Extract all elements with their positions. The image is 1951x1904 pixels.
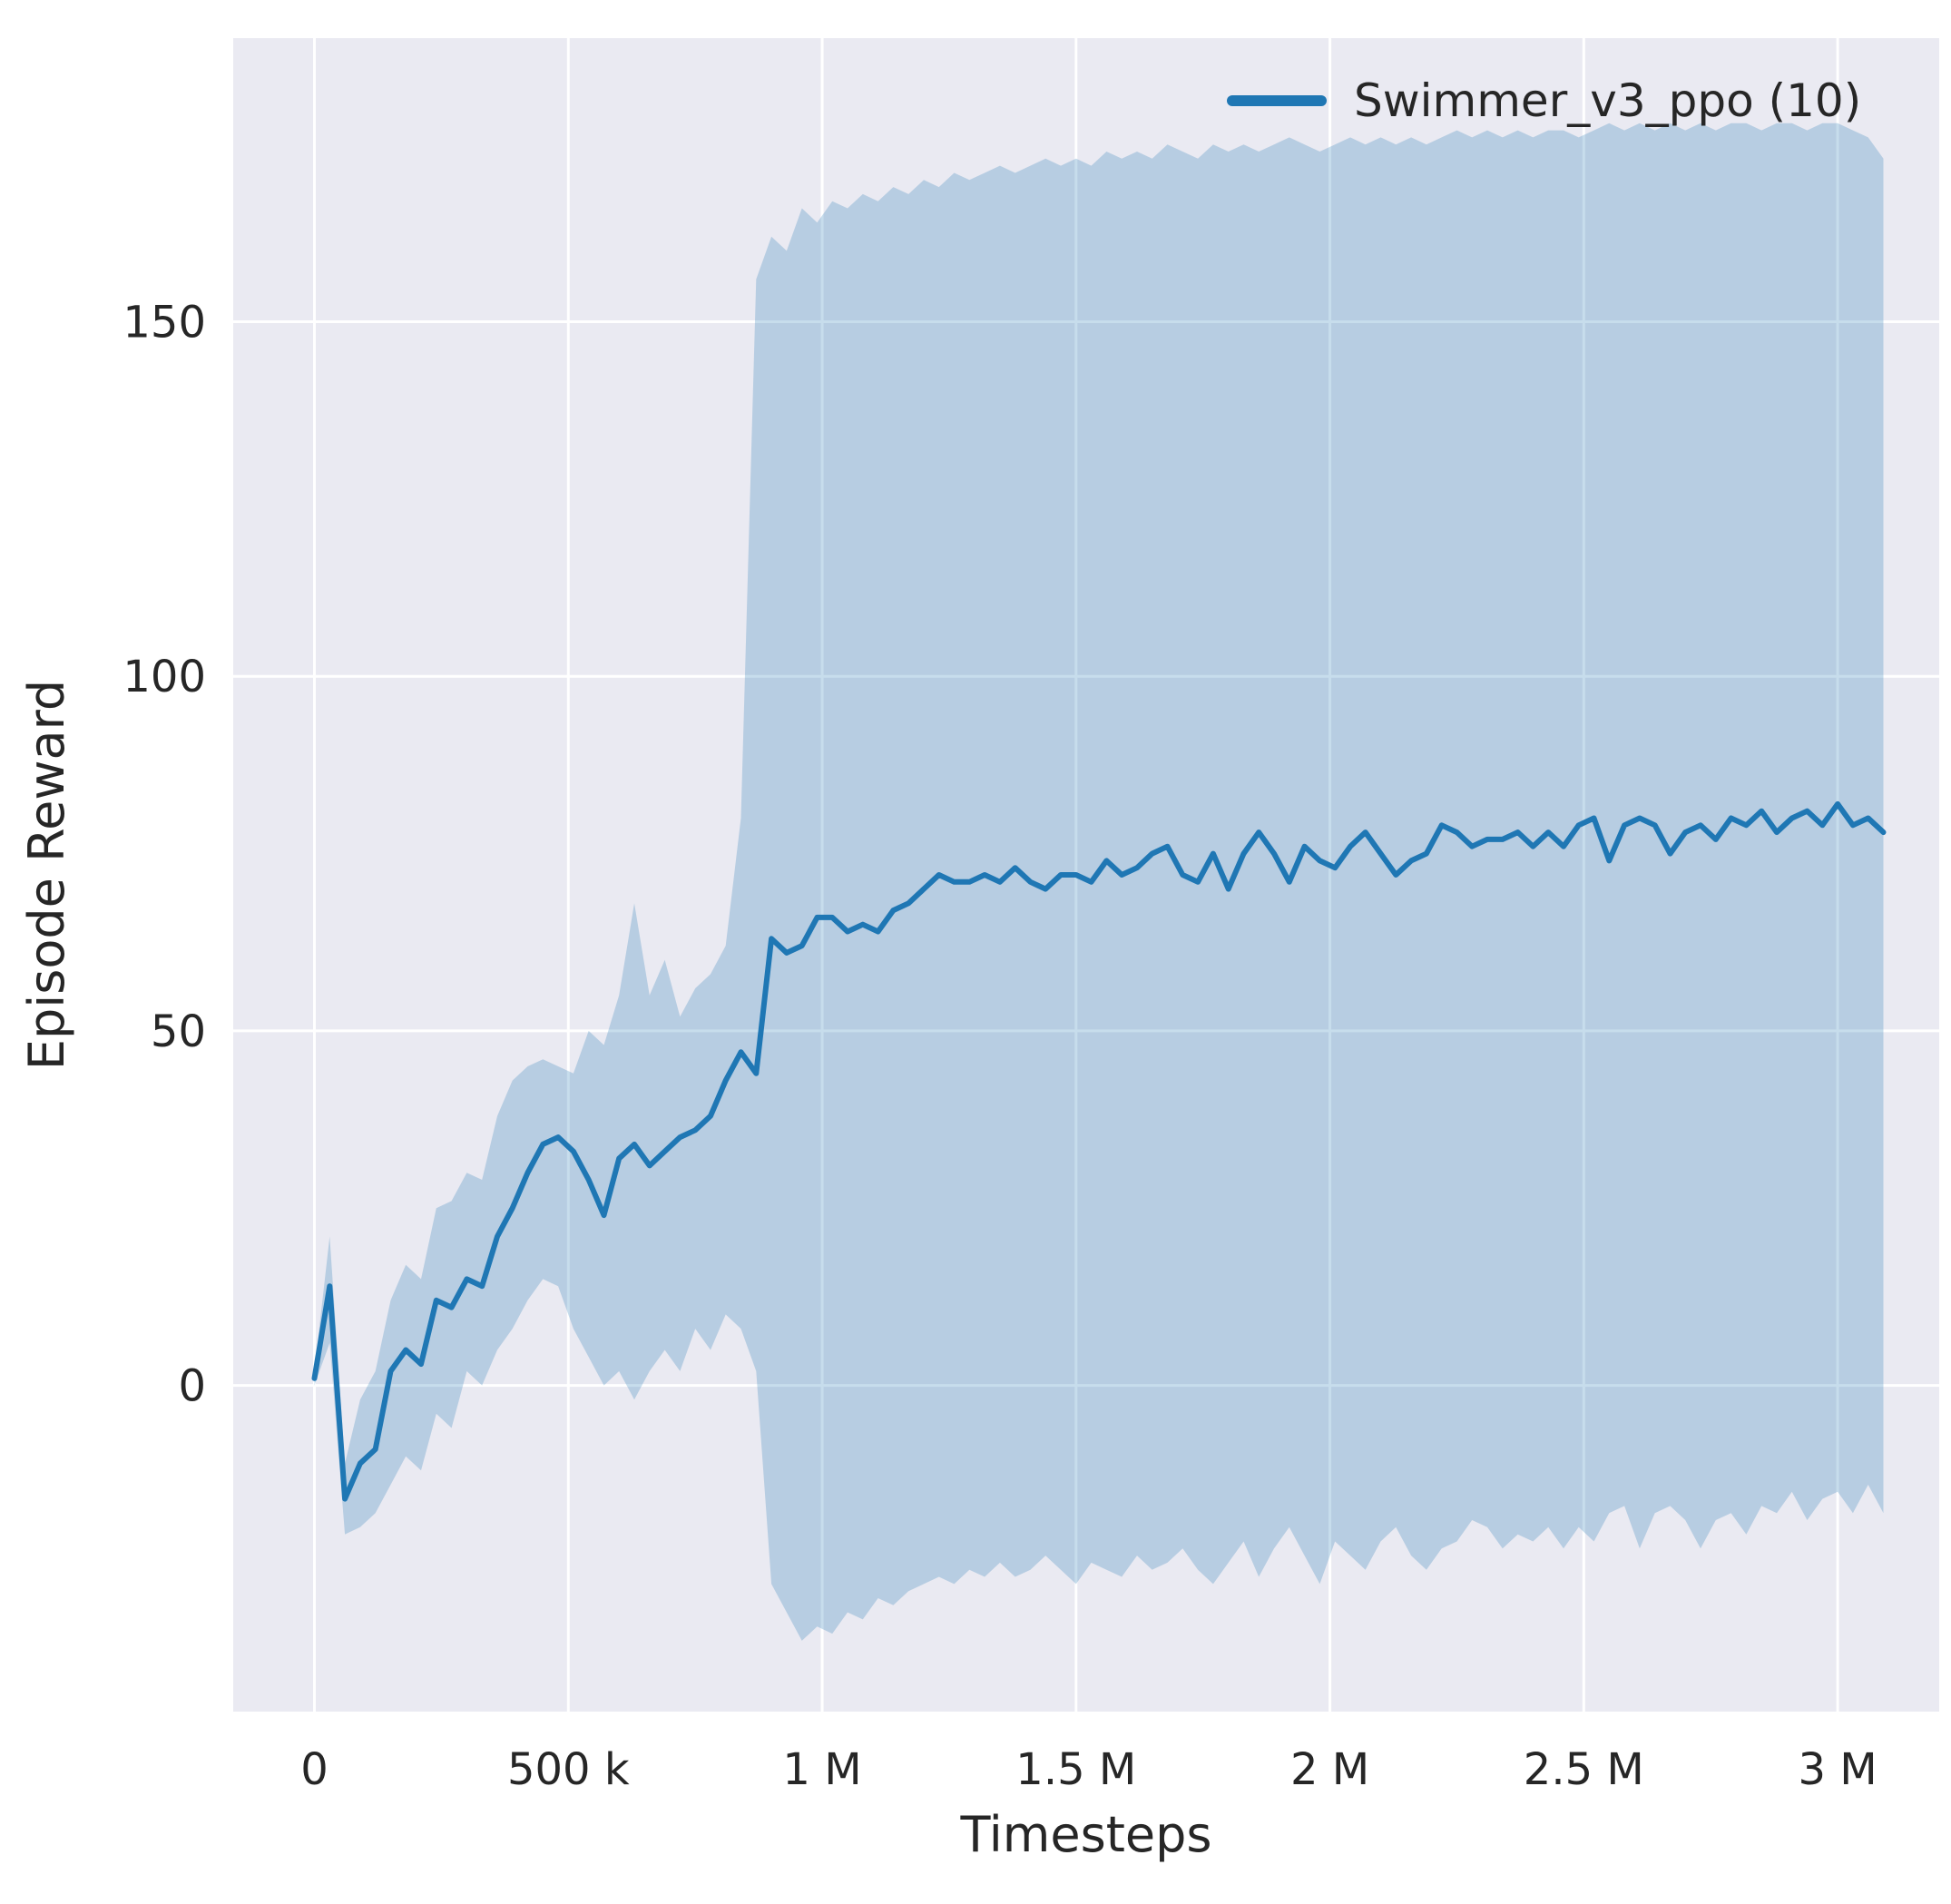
x-tick-label: 3 M: [1798, 1744, 1877, 1795]
y-axis-label: Episode Reward: [18, 679, 75, 1071]
x-tick-label: 1 M: [782, 1744, 861, 1795]
x-tick-label: 1.5 M: [1015, 1744, 1136, 1795]
plot-background: [233, 38, 1939, 1712]
y-tick-label: 50: [151, 1006, 206, 1057]
x-tick-label: 2 M: [1290, 1744, 1369, 1795]
x-tick-labels: 0 500 k 1 M 1.5 M 2 M 2.5 M 3 M: [300, 1744, 1877, 1795]
legend-line-swatch: [1227, 95, 1327, 106]
x-tick-label: 500 k: [507, 1744, 630, 1795]
legend-label: Swimmer_v3_ppo (10): [1354, 74, 1862, 127]
confidence-band: [314, 123, 1884, 1641]
y-tick-label: 150: [123, 298, 206, 348]
y-tick-label: 0: [178, 1361, 206, 1412]
grid: [233, 38, 1939, 1712]
mean-line: [311, 800, 1887, 1502]
x-axis-label: Timesteps: [960, 1806, 1212, 1863]
x-tick-label: 2.5 M: [1524, 1744, 1644, 1795]
legend: Swimmer_v3_ppo (10): [1227, 73, 1861, 129]
y-tick-label: 100: [123, 652, 206, 702]
y-tick-labels: 0 50 100 150: [123, 298, 206, 1412]
x-tick-label: 0: [300, 1744, 328, 1795]
